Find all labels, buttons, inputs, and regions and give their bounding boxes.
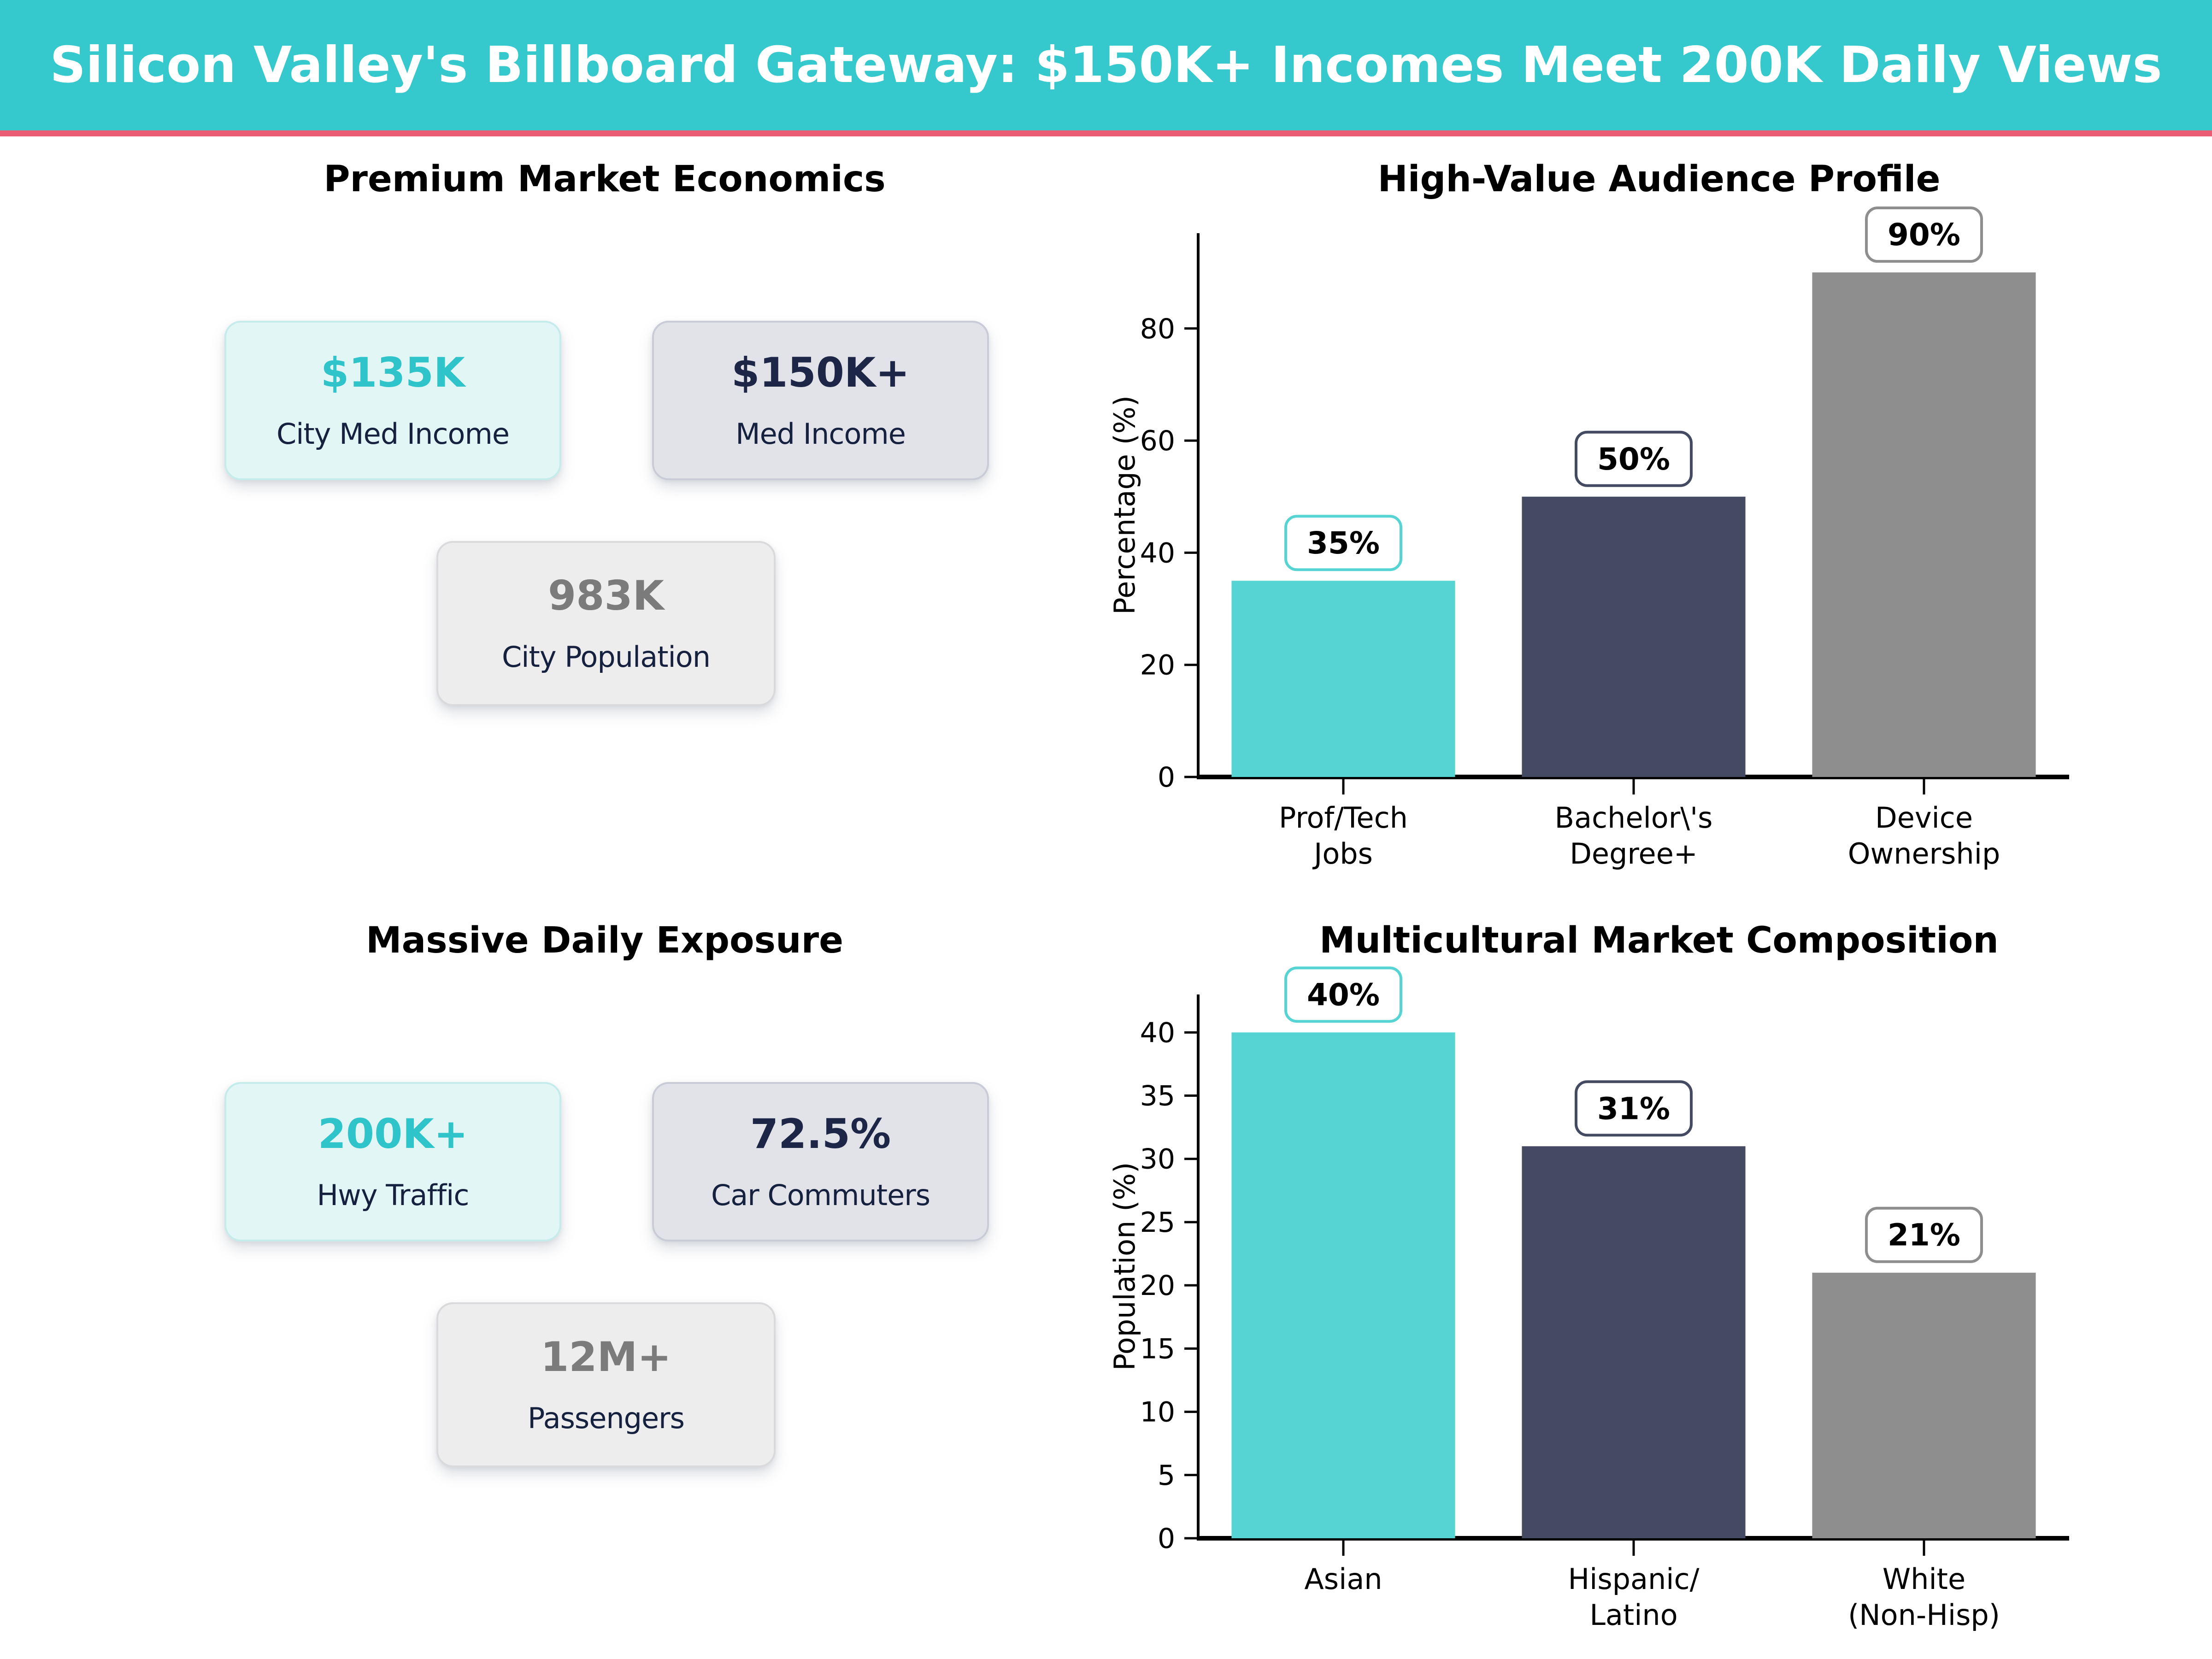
x-category-label: Device <box>1875 801 1973 835</box>
section-high-value-audience-profile: High-Value Audience Profile 0 20 40 60 80 Per… <box>1106 136 2212 898</box>
y-tick-label: 20 <box>1140 1270 1175 1302</box>
stat-label: Hwy Traffic <box>317 1178 470 1212</box>
stat-card-car-commuters: 72.5% Car Commuters <box>652 1082 989 1241</box>
bar-value-badge <box>1865 206 1983 263</box>
section-multicultural-market-composition: Multicultural Market Composition 0 5 10 15 2… <box>1106 898 2212 1659</box>
bar-value-text: 35% <box>1307 525 1380 561</box>
stat-card-passengers: 12M+ Passengers <box>436 1302 776 1467</box>
stat-card-city-med-income: $135K City Med Income <box>224 321 561 480</box>
stat-label: City Population <box>502 640 711 674</box>
x-category-label: White <box>1883 1562 1965 1596</box>
stat-label: Med Income <box>735 417 906 451</box>
y-axis-label: Population (%) <box>1108 1162 1141 1371</box>
stat-value: 200K+ <box>318 1110 468 1158</box>
x-category-label: Asian <box>1304 1562 1382 1596</box>
x-category-label: Degree+ <box>1570 837 1698 871</box>
y-tick-label: 40 <box>1140 537 1175 569</box>
y-tick-label: 15 <box>1140 1333 1175 1365</box>
y-tick-label: 35 <box>1140 1080 1175 1112</box>
bar-value-text: 50% <box>1597 441 1670 477</box>
x-category-label: Hispanic/ <box>1568 1562 1700 1596</box>
bar-value-text: 40% <box>1307 977 1380 1012</box>
bar <box>1522 496 1746 777</box>
bar-chart-market-composition: 0 5 10 15 20 25 30 35 40 Population (%) 40% Asian 31… <box>1108 966 2069 1632</box>
stat-card-city-population: 983K City Population <box>436 541 776 706</box>
x-category-label: Ownership <box>1848 837 2000 871</box>
chart-title-composition: Multicultural Market Composition <box>1319 920 1999 961</box>
section-title-exposure: Massive Daily Exposure <box>366 920 843 961</box>
x-category-label: (Non-Hisp) <box>1848 1598 2000 1632</box>
bar <box>1231 581 1455 777</box>
x-category-label: Bachelor\'s <box>1555 801 1713 835</box>
stat-label: City Med Income <box>276 417 510 451</box>
y-tick-label: 25 <box>1140 1206 1175 1239</box>
y-tick-label: 5 <box>1158 1459 1175 1492</box>
y-tick-label: 0 <box>1158 1523 1175 1555</box>
stat-card-med-income: $150K+ Med Income <box>652 321 989 480</box>
stat-label: Car Commuters <box>711 1178 930 1212</box>
bar <box>1231 1032 1455 1538</box>
bar-value-text: 21% <box>1888 1218 1960 1253</box>
bar-value-badge <box>1575 1080 1693 1137</box>
bar-value-badge <box>1865 1206 1983 1263</box>
y-tick-label: 0 <box>1158 761 1175 794</box>
bar-value-text: 31% <box>1597 1091 1670 1126</box>
stat-label: Passengers <box>528 1401 685 1435</box>
section-premium-market-economics: Premium Market Economics $135K City Med … <box>0 136 1106 898</box>
bar-value-badge <box>1575 430 1693 487</box>
y-tick-label: 10 <box>1140 1396 1175 1429</box>
stat-value: 12M+ <box>541 1333 671 1381</box>
x-category-label: Jobs <box>1312 837 1373 871</box>
page-title: Silicon Valley's Billboard Gateway: $150… <box>50 36 2162 94</box>
y-tick-label: 40 <box>1140 1017 1175 1049</box>
bar-value-badge <box>1284 515 1402 571</box>
y-tick-label: 20 <box>1140 649 1175 682</box>
bar <box>1812 272 2036 777</box>
y-tick-label: 30 <box>1140 1143 1175 1176</box>
y-tick-label: 80 <box>1140 313 1175 345</box>
stat-card-hwy-traffic: 200K+ Hwy Traffic <box>224 1082 561 1241</box>
x-category-label: Prof/Tech <box>1279 801 1408 835</box>
y-tick-label: 60 <box>1140 425 1175 457</box>
section-massive-daily-exposure: Massive Daily Exposure 200K+ Hwy Traffic… <box>0 898 1106 1659</box>
bar-value-text: 90% <box>1888 217 1960 253</box>
stat-value: $135K <box>320 349 465 396</box>
dashboard-grid: Premium Market Economics $135K City Med … <box>0 136 2212 1659</box>
chart-title-audience: High-Value Audience Profile <box>1377 159 1941 200</box>
x-category-label: Latino <box>1589 1598 1677 1632</box>
stat-value: 72.5% <box>750 1110 891 1158</box>
bar-value-badge <box>1284 966 1402 1023</box>
stat-value: 983K <box>548 572 664 619</box>
stat-value: $150K+ <box>731 349 910 396</box>
bar <box>1812 1272 2036 1538</box>
bar <box>1522 1146 1746 1538</box>
section-title-economics: Premium Market Economics <box>324 159 886 200</box>
header-banner: Silicon Valley's Billboard Gateway: $150… <box>0 0 2212 136</box>
y-axis-label: Percentage (%) <box>1108 395 1141 615</box>
